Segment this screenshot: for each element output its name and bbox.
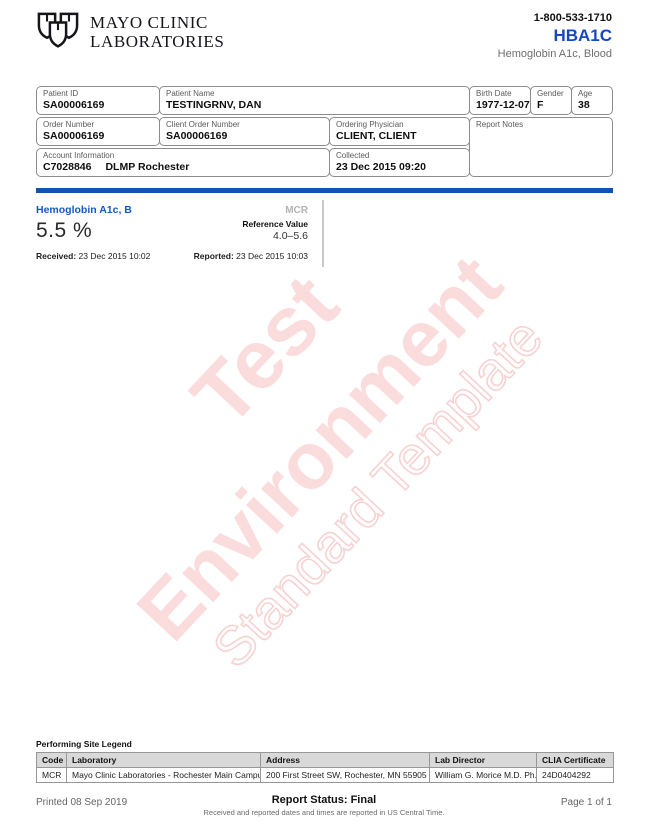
page-indicator: Page 1 of 1 xyxy=(560,797,612,808)
legend-clia-certificate: 24D0404292 xyxy=(536,767,614,783)
patient-demographics-table: Patient ID SA00006169 Patient Name TESTI… xyxy=(36,86,613,177)
watermark-standard-template: Standard Template xyxy=(201,306,555,679)
ordering-physician-cell: Ordering Physician CLIENT, CLIENT xyxy=(329,117,470,146)
gender-cell: Gender F xyxy=(530,86,572,115)
legend-address: 200 First Street SW, Rochester, MN 55905 xyxy=(260,767,430,783)
order-number-value: SA00006169 xyxy=(43,130,105,142)
ordering-physician-label: Ordering Physician xyxy=(336,120,404,129)
watermark-environment: Environment xyxy=(120,238,519,657)
legend-data-row: MCR Mayo Clinic Laboratories - Rochester… xyxy=(36,767,614,783)
legend-col-laboratory: Laboratory xyxy=(66,752,261,768)
legend-header-row: Code Laboratory Address Lab Director CLI… xyxy=(36,752,614,768)
mayo-clinic-logo: MAYO CLINIC LABORATORIES xyxy=(36,11,224,53)
logo-line1: MAYO CLINIC xyxy=(90,12,208,32)
account-information-value: C7028846 DLMP Rochester xyxy=(43,161,323,175)
report-status: Report Status: Final xyxy=(271,794,377,806)
performing-site-legend-table: Code Laboratory Address Lab Director CLI… xyxy=(36,752,614,783)
performing-site-legend-title: Performing Site Legend xyxy=(36,739,132,749)
reference-range: 4.0–5.6 xyxy=(272,230,308,242)
reference-value-label: Reference Value xyxy=(242,219,308,229)
logo-wordmark: MAYO CLINIC LABORATORIES xyxy=(90,13,224,51)
birth-date-cell: Birth Date 1977-12-07 xyxy=(469,86,531,115)
received-datetime: Received: 23 Dec 2015 10:02 xyxy=(36,251,150,261)
reported-label: Reported: xyxy=(193,251,234,261)
collected-label: Collected xyxy=(336,151,370,160)
patient-name-cell: Patient Name TESTINGRNV, DAN xyxy=(159,86,470,115)
patient-id-value: SA00006169 xyxy=(43,99,105,111)
legend-code: MCR xyxy=(36,767,67,783)
account-site: DLMP Rochester xyxy=(105,161,190,173)
received-value: 23 Dec 2015 10:02 xyxy=(78,251,151,261)
reported-datetime: Reported: 23 Dec 2015 10:03 xyxy=(194,251,308,261)
printed-date: Printed 08 Sep 2019 xyxy=(36,797,128,808)
gender-label: Gender xyxy=(537,89,564,98)
patient-name-label: Patient Name xyxy=(166,89,215,98)
patient-id-cell: Patient ID SA00006169 xyxy=(36,86,160,115)
legend-col-address: Address xyxy=(260,752,430,768)
report-notes-cell: Report Notes xyxy=(469,117,613,177)
result-value: 5.5 % xyxy=(36,219,93,242)
birth-date-label: Birth Date xyxy=(476,89,512,98)
reference-block: Reference Value 4.0–5.6 xyxy=(242,219,308,243)
birth-date-value: 1977-12-07 xyxy=(476,99,530,111)
performing-site-code: MCR xyxy=(285,205,308,216)
logo-line2: LABORATORIES xyxy=(90,32,225,51)
received-label: Received: xyxy=(36,251,77,261)
test-code: HBA1C xyxy=(553,26,612,45)
collected-cell: Collected 23 Dec 2015 09:20 xyxy=(329,148,470,177)
gender-value: F xyxy=(537,99,544,111)
result-block: Hemoglobin A1c, B MCR 5.5 % Reference Va… xyxy=(36,200,324,267)
phone-number: 1-800-533-1710 xyxy=(533,12,612,24)
three-shields-icon xyxy=(37,12,79,48)
account-number: C7028846 xyxy=(43,161,92,173)
client-order-number-cell: Client Order Number SA00006169 xyxy=(159,117,330,146)
report-header-right: 1-800-533-1710 HBA1C Hemoglobin A1c, Blo… xyxy=(498,12,612,60)
section-divider-bar xyxy=(36,188,613,193)
age-label: Age xyxy=(578,89,593,98)
account-information-cell: Account Information C7028846 DLMP Rochest… xyxy=(36,148,330,177)
reported-value: 23 Dec 2015 10:03 xyxy=(236,251,308,261)
legend-lab-director: William G. Morice M.D. Ph.D xyxy=(429,767,537,783)
patient-name-value: TESTINGRNV, DAN xyxy=(166,99,262,111)
legend-col-code: Code xyxy=(36,752,67,768)
patient-id-label: Patient ID xyxy=(43,89,79,98)
collected-value: 23 Dec 2015 09:20 xyxy=(336,161,426,173)
report-notes-label: Report Notes xyxy=(476,120,524,129)
order-number-label: Order Number xyxy=(43,120,95,129)
age-cell: Age 38 xyxy=(571,86,613,115)
age-value: 38 xyxy=(578,99,590,111)
legend-col-clia: CLIA Certificate xyxy=(536,752,614,768)
order-number-cell: Order Number SA00006169 xyxy=(36,117,160,146)
timezone-note: Received and reported dates and times ar… xyxy=(203,808,445,817)
client-order-number-label: Client Order Number xyxy=(166,120,240,129)
test-name-subtitle: Hemoglobin A1c, Blood xyxy=(497,48,612,60)
legend-laboratory: Mayo Clinic Laboratories - Rochester Mai… xyxy=(66,767,261,783)
client-order-number-value: SA00006169 xyxy=(166,130,228,142)
watermark-test: Test xyxy=(173,257,356,444)
analyte-name: Hemoglobin A1c, B xyxy=(36,204,132,216)
legend-col-lab-director: Lab Director xyxy=(429,752,537,768)
ordering-physician-value: CLIENT, CLIENT xyxy=(336,130,417,142)
account-information-label: Account Information xyxy=(43,151,115,160)
